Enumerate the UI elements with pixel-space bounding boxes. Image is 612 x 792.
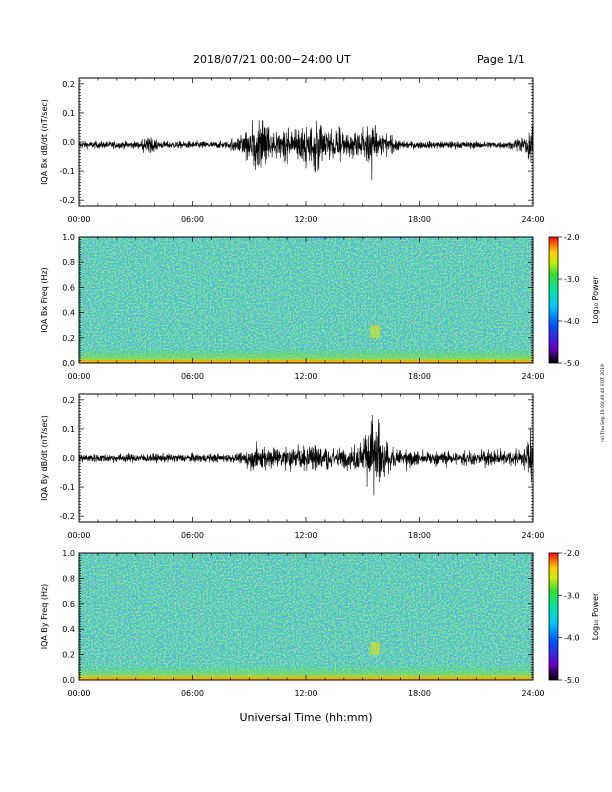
by-colorbar: -2.0 -3.0 -4.0 -5.0 Log₁₀ Power bbox=[548, 549, 600, 685]
x-tick-label: 06:00 bbox=[181, 531, 204, 540]
spectrogram-speckle-green bbox=[79, 553, 533, 680]
y-tick-label: 0.2 bbox=[62, 80, 75, 89]
x-tick-label: 00:00 bbox=[67, 372, 90, 381]
y-tick-label: 0.8 bbox=[62, 258, 75, 267]
y-tick-label: 0.0 bbox=[62, 138, 75, 147]
colorbar-tick-label: -4.0 bbox=[564, 317, 580, 326]
x-tick-label: 18:00 bbox=[408, 531, 431, 540]
y-tick-label: 0.1 bbox=[62, 109, 75, 118]
y-tick-label: 1.0 bbox=[62, 233, 75, 242]
by-dbdt-trace bbox=[78, 415, 534, 496]
x-tick-label: 06:00 bbox=[181, 215, 204, 224]
by-dbdt-y-tick-labels: -0.2 -0.1 0.0 0.1 0.2 bbox=[59, 396, 75, 521]
y-tick-label: -0.1 bbox=[59, 167, 75, 176]
bx-dbdt-ticks bbox=[78, 77, 534, 207]
by-dbdt-x-tick-labels: 00:00 06:00 12:00 18:00 24:00 bbox=[67, 531, 544, 540]
side-note: rxl Thu Sep 19 09:49:40 EDT 2019 bbox=[600, 364, 606, 442]
by-spectrogram-y-tick-labels: 0.0 0.2 0.4 0.6 0.8 1.0 bbox=[62, 549, 75, 685]
x-tick-label: 18:00 bbox=[408, 372, 431, 381]
y-tick-label: 0.0 bbox=[62, 359, 75, 368]
y-tick-label: -0.2 bbox=[59, 512, 75, 521]
y-tick-label: 0.2 bbox=[62, 651, 75, 660]
panel-bx-dbdt: 00:00 06:00 12:00 18:00 24:00 -0.2 -0.1 … bbox=[40, 77, 545, 224]
by-dbdt-ticks bbox=[78, 393, 534, 523]
panel-bx-spectrogram: 00:00 06:00 12:00 18:00 24:00 0.0 0.2 0.… bbox=[40, 233, 600, 381]
y-tick-label: 0.6 bbox=[62, 600, 75, 609]
y-tick-label: 0.1 bbox=[62, 425, 75, 434]
colorbar-tick-label: -2.0 bbox=[564, 549, 580, 558]
bx-spectrogram-y-tick-labels: 0.0 0.2 0.4 0.6 0.8 1.0 bbox=[62, 233, 75, 368]
colorbar-label: Log₁₀ Power bbox=[591, 592, 600, 640]
colorbar-label: Log₁₀ Power bbox=[591, 276, 600, 324]
bx-spectrogram-ylabel: IQA Bx Freq (Hz) bbox=[40, 267, 49, 333]
colorbar-tick-label: -4.0 bbox=[564, 634, 580, 643]
bx-spectrogram-x-tick-labels: 00:00 06:00 12:00 18:00 24:00 bbox=[67, 372, 544, 381]
colorbar-tick-label: -2.0 bbox=[564, 233, 580, 242]
colorbar-tick-label: -5.0 bbox=[564, 676, 580, 685]
plot-title: 2018/07/21 00:00−24:00 UT bbox=[193, 53, 351, 66]
event-signature bbox=[370, 641, 380, 655]
bx-spectrogram-image bbox=[79, 237, 533, 363]
bx-spectrogram-ticks bbox=[78, 236, 534, 364]
bx-dbdt-y-tick-labels: -0.2 -0.1 0.0 0.1 0.2 bbox=[59, 80, 75, 205]
bx-colorbar: -2.0 -3.0 -4.0 -5.0 Log₁₀ Power bbox=[548, 233, 600, 368]
event-signature bbox=[370, 325, 380, 338]
by-spectrogram-image bbox=[79, 553, 533, 680]
x-tick-label: 12:00 bbox=[294, 531, 317, 540]
y-tick-label: 0.6 bbox=[62, 283, 75, 292]
panel-by-spectrogram: 00:00 06:00 12:00 18:00 24:00 0.0 0.2 0.… bbox=[40, 549, 600, 698]
colorbar-tick-label: -5.0 bbox=[564, 359, 580, 368]
by-spectrogram-ylabel: IQA By Freq (Hz) bbox=[40, 584, 49, 650]
bx-dbdt-x-tick-labels: 00:00 06:00 12:00 18:00 24:00 bbox=[67, 215, 544, 224]
colorbar-gradient bbox=[548, 552, 559, 681]
y-tick-label: 0.4 bbox=[62, 309, 75, 318]
colorbar-ticks bbox=[558, 236, 562, 364]
page-number: Page 1/1 bbox=[477, 53, 525, 66]
x-tick-label: 06:00 bbox=[181, 372, 204, 381]
y-tick-label: 0.2 bbox=[62, 334, 75, 343]
x-axis-label: Universal Time (hh:mm) bbox=[240, 711, 373, 724]
x-tick-label: 24:00 bbox=[521, 372, 544, 381]
spectrogram-speckle-green bbox=[79, 237, 533, 363]
y-tick-label: 0.4 bbox=[62, 625, 75, 634]
x-tick-label: 12:00 bbox=[294, 689, 317, 698]
bx-dbdt-ylabel: IQA Bx dB/dt (nT/sec) bbox=[40, 99, 49, 185]
x-tick-label: 00:00 bbox=[67, 689, 90, 698]
colorbar-ticks bbox=[558, 552, 562, 681]
y-tick-label: -0.2 bbox=[59, 196, 75, 205]
y-tick-label: -0.1 bbox=[59, 483, 75, 492]
by-dbdt-ylabel: IQA By dB/dt (nT/sec) bbox=[40, 415, 49, 501]
colorbar-tick-label: -3.0 bbox=[564, 591, 580, 600]
y-tick-label: 0.0 bbox=[62, 454, 75, 463]
bx-dbdt-trace bbox=[78, 120, 534, 181]
y-tick-label: 0.0 bbox=[62, 676, 75, 685]
colorbar-tick-label: -3.0 bbox=[564, 275, 580, 284]
x-tick-label: 00:00 bbox=[67, 531, 90, 540]
colorbar-gradient bbox=[548, 236, 559, 364]
x-tick-label: 24:00 bbox=[521, 531, 544, 540]
x-tick-label: 24:00 bbox=[521, 215, 544, 224]
y-tick-label: 1.0 bbox=[62, 549, 75, 558]
y-tick-label: 0.8 bbox=[62, 574, 75, 583]
x-tick-label: 18:00 bbox=[408, 215, 431, 224]
x-tick-label: 12:00 bbox=[294, 215, 317, 224]
x-tick-label: 12:00 bbox=[294, 372, 317, 381]
x-tick-label: 00:00 bbox=[67, 215, 90, 224]
by-spectrogram-x-tick-labels: 00:00 06:00 12:00 18:00 24:00 bbox=[67, 689, 544, 698]
by-spectrogram-ticks bbox=[78, 552, 534, 681]
x-tick-label: 24:00 bbox=[521, 689, 544, 698]
x-tick-label: 18:00 bbox=[408, 689, 431, 698]
panel-by-dbdt: 00:00 06:00 12:00 18:00 24:00 -0.2 -0.1 … bbox=[40, 393, 545, 540]
y-tick-label: 0.2 bbox=[62, 396, 75, 405]
x-tick-label: 06:00 bbox=[181, 689, 204, 698]
